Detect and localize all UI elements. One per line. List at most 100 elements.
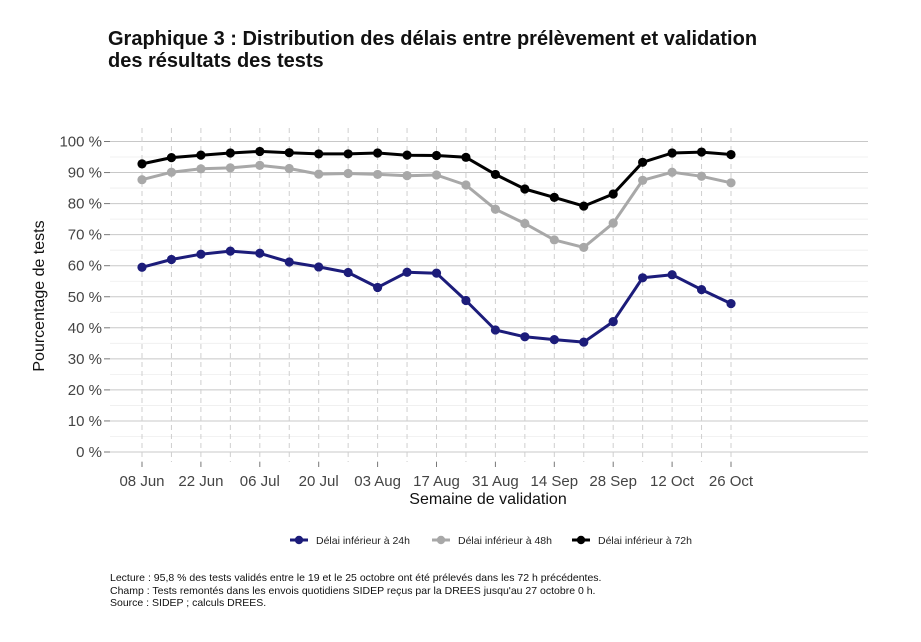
y-tick-label: 30 % xyxy=(68,351,102,368)
series-3-point xyxy=(667,148,677,158)
series-1-point xyxy=(402,267,412,277)
series-3-point xyxy=(284,148,294,158)
series-2-point xyxy=(579,242,589,252)
note-lecture: Lecture : 95,8 % des tests validés entre… xyxy=(110,572,602,584)
series-3-point xyxy=(373,148,383,158)
x-axis-label: Semaine de validation xyxy=(409,491,566,508)
series-1-point xyxy=(431,268,442,278)
series-2-point xyxy=(314,169,324,179)
y-tick-label: 40 % xyxy=(68,320,102,337)
y-tick-label: 100 % xyxy=(59,134,102,151)
note-source: Source : SIDEP ; calculs DREES. xyxy=(110,597,267,609)
series-3-point xyxy=(608,189,618,199)
series-1-point xyxy=(461,295,471,306)
series-2-point xyxy=(667,167,677,177)
chart-title: Graphique 3 : Distribution des délais en… xyxy=(108,28,888,72)
legend-swatch-point xyxy=(294,535,304,545)
series-1-point xyxy=(314,262,324,272)
series-3-point xyxy=(696,147,707,157)
series-1-point xyxy=(255,248,265,258)
x-tick-label: 26 Oct xyxy=(709,473,754,490)
series-points xyxy=(137,146,736,347)
x-tick-label: 17 Aug xyxy=(413,473,460,490)
legend-label: Délai inférieur à 48h xyxy=(458,535,552,547)
x-axis-tick-labels: 08 Jun 22 Jun 06 Jul 20 Jul 03 Aug 17 Aug 31 A… xyxy=(119,462,754,490)
series-1-point xyxy=(284,257,294,267)
series-2-point xyxy=(373,169,383,180)
x-tick-label: 20 Jul xyxy=(299,473,339,490)
series-3-point xyxy=(726,149,736,160)
series-2-point xyxy=(726,178,736,188)
series-1-point xyxy=(166,254,177,265)
series-3-point xyxy=(166,153,177,163)
series-3-point xyxy=(431,150,442,161)
series-1-point xyxy=(608,316,618,327)
legend-label: Délai inférieur à 72h xyxy=(598,535,692,547)
series-2-point xyxy=(608,218,618,228)
series-2-point xyxy=(225,163,235,173)
series-3-point xyxy=(520,184,530,194)
y-tick-label: 20 % xyxy=(68,382,102,399)
series-3-point xyxy=(461,152,471,162)
grid-lines xyxy=(110,128,868,462)
series-1-point xyxy=(225,246,235,256)
note-champ: Champ : Tests remontés dans les envois q… xyxy=(110,584,596,597)
series-3-point xyxy=(549,192,559,202)
series-1-point xyxy=(696,285,707,295)
series-2-point xyxy=(431,170,442,180)
legend-swatch-point xyxy=(436,535,446,545)
x-tick-label: 08 Jun xyxy=(119,473,164,490)
series-3-point xyxy=(314,149,324,159)
series-2-point xyxy=(638,175,648,185)
y-tick-label: 0 % xyxy=(76,444,102,461)
chart-title-line-1: Graphique 3 : Distribution des délais en… xyxy=(108,28,758,50)
series-2-point xyxy=(166,167,177,177)
series-2-point xyxy=(696,171,707,181)
series-3-point xyxy=(579,201,589,211)
series-2-point xyxy=(520,218,530,229)
series-3-point xyxy=(225,148,235,158)
series-1-point xyxy=(343,267,353,278)
series-3-point xyxy=(343,149,353,159)
series-2-point xyxy=(343,168,353,179)
series-2-point xyxy=(461,180,471,190)
x-tick-label: 03 Aug xyxy=(354,473,401,490)
series-1-point xyxy=(490,325,500,335)
series-1-point xyxy=(579,337,589,347)
series-3-point xyxy=(255,146,265,157)
series-2-point xyxy=(255,160,265,171)
y-tick-label: 90 % xyxy=(68,165,102,182)
series-2-point xyxy=(549,235,559,245)
series-1-point xyxy=(196,249,206,259)
x-tick-label: 22 Jun xyxy=(178,473,223,490)
chart-notes: Lecture : 95,8 % des tests validés entre… xyxy=(110,572,601,610)
x-tick-label: 06 Jul xyxy=(240,473,280,490)
series-1-point xyxy=(373,282,383,293)
series-3-point xyxy=(137,159,147,169)
series-1-point xyxy=(520,332,530,342)
series-2-point xyxy=(284,163,294,174)
series-2-point xyxy=(196,164,206,174)
y-tick-label: 50 % xyxy=(68,289,102,306)
series-1-point xyxy=(726,298,736,309)
series-1-point xyxy=(549,334,559,345)
chart-title-line-2: des résultats des tests xyxy=(108,50,324,72)
legend-label: Délai inférieur à 24h xyxy=(316,535,410,547)
legend-swatch-point xyxy=(576,535,586,545)
y-tick-label: 80 % xyxy=(68,196,102,213)
series-1-point xyxy=(667,270,677,280)
y-tick-label: 10 % xyxy=(68,413,102,430)
x-tick-label: 14 Sep xyxy=(531,473,579,490)
series-3-point xyxy=(196,150,206,160)
series-2-point xyxy=(490,204,500,214)
y-axis-label: Pourcentage de tests xyxy=(31,220,48,371)
series-3-point xyxy=(638,157,648,167)
x-tick-label: 12 Oct xyxy=(650,473,695,490)
x-tick-label: 28 Sep xyxy=(589,473,637,490)
series-3-point xyxy=(490,169,500,180)
y-axis-tick-labels: 0 % 10 % 20 % 30 % 40 % 50 % 60 % 70 % 80 % 90 % 1… xyxy=(59,134,110,461)
line-chart: 0 % 10 % 20 % 30 % 40 % 50 % 60 % 70 % 80 % 90 % 1… xyxy=(31,128,868,547)
legend: Délai inférieur à 24h Délai inférieur à 4… xyxy=(290,535,692,547)
series-1-point xyxy=(638,273,648,283)
x-tick-label: 31 Aug xyxy=(472,473,519,490)
